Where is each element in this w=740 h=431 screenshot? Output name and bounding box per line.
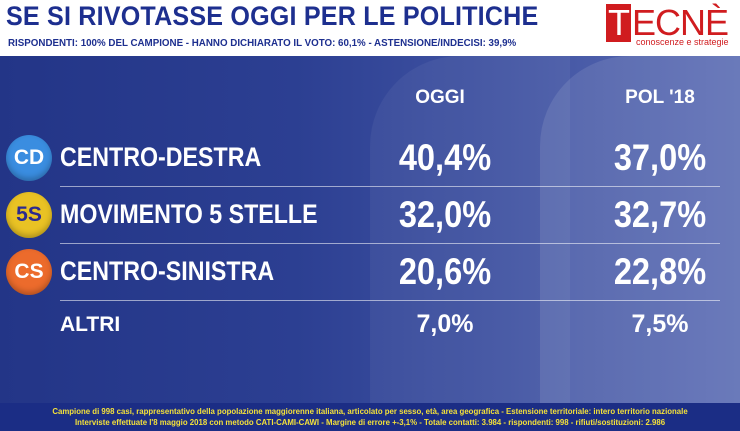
logo-letter: T xyxy=(606,2,631,43)
header: SE SI RIVOTASSE OGGI PER LE POLITICHE RI… xyxy=(0,0,740,56)
table-row-centro-sinistra: CS CENTRO-SINISTRA 20,6% 22,8% xyxy=(0,247,740,297)
value-oggi: 40,4% xyxy=(398,137,492,178)
table-row-altri: ALTRI 7,0% 7,5% xyxy=(0,308,740,358)
footer-line-1: Campione di 998 casi, rappresentativo de… xyxy=(52,406,688,416)
party-label: CENTRO-SINISTRA xyxy=(60,256,275,286)
value-oggi: 7,0% xyxy=(416,310,474,338)
value-pol18: 7,5% xyxy=(631,310,689,338)
party-label: MOVIMENTO 5 STELLE xyxy=(60,199,318,229)
party-label: ALTRI xyxy=(60,313,121,336)
value-oggi: 32,0% xyxy=(398,194,492,235)
column-band-pol18 xyxy=(540,56,740,403)
party-label: CENTRO-DESTRA xyxy=(60,142,262,172)
column-header-pol18: POL '18 xyxy=(625,87,695,108)
row-divider xyxy=(60,186,720,187)
results-panel: OGGI POL '18 CD CENTRO-DESTRA 40,4% 37,0… xyxy=(0,56,740,403)
cd-badge-icon: CD xyxy=(6,135,52,181)
logo-wordmark: TECNÈ xyxy=(606,2,729,44)
value-pol18: 32,7% xyxy=(613,194,707,235)
5s-badge-icon: 5S xyxy=(6,192,52,238)
value-pol18: 22,8% xyxy=(613,251,707,292)
row-divider xyxy=(60,243,720,244)
page-subtitle: RISPONDENTI: 100% DEL CAMPIONE - HANNO D… xyxy=(8,37,517,49)
logo-rest: ECNÈ xyxy=(632,2,729,43)
value-pol18: 37,0% xyxy=(613,137,707,178)
methodology-footer: Campione di 998 casi, rappresentativo de… xyxy=(0,403,740,431)
column-header-oggi: OGGI xyxy=(415,87,465,108)
column-band-oggi xyxy=(370,56,570,403)
tecne-logo: TECNÈ conoscenze e strategie xyxy=(606,0,736,50)
cs-badge-icon: CS xyxy=(6,249,52,295)
table-row-movimento-5-stelle: 5S MOVIMENTO 5 STELLE 32,0% 32,7% xyxy=(0,190,740,240)
row-divider xyxy=(60,300,720,301)
value-oggi: 20,6% xyxy=(398,251,492,292)
table-row-centro-destra: CD CENTRO-DESTRA 40,4% 37,0% xyxy=(0,133,740,183)
footer-line-2: Interviste effettuate l'8 maggio 2018 co… xyxy=(74,417,666,427)
page-title: SE SI RIVOTASSE OGGI PER LE POLITICHE xyxy=(6,1,539,31)
logo-tagline: conoscenze e strategie xyxy=(636,37,729,47)
